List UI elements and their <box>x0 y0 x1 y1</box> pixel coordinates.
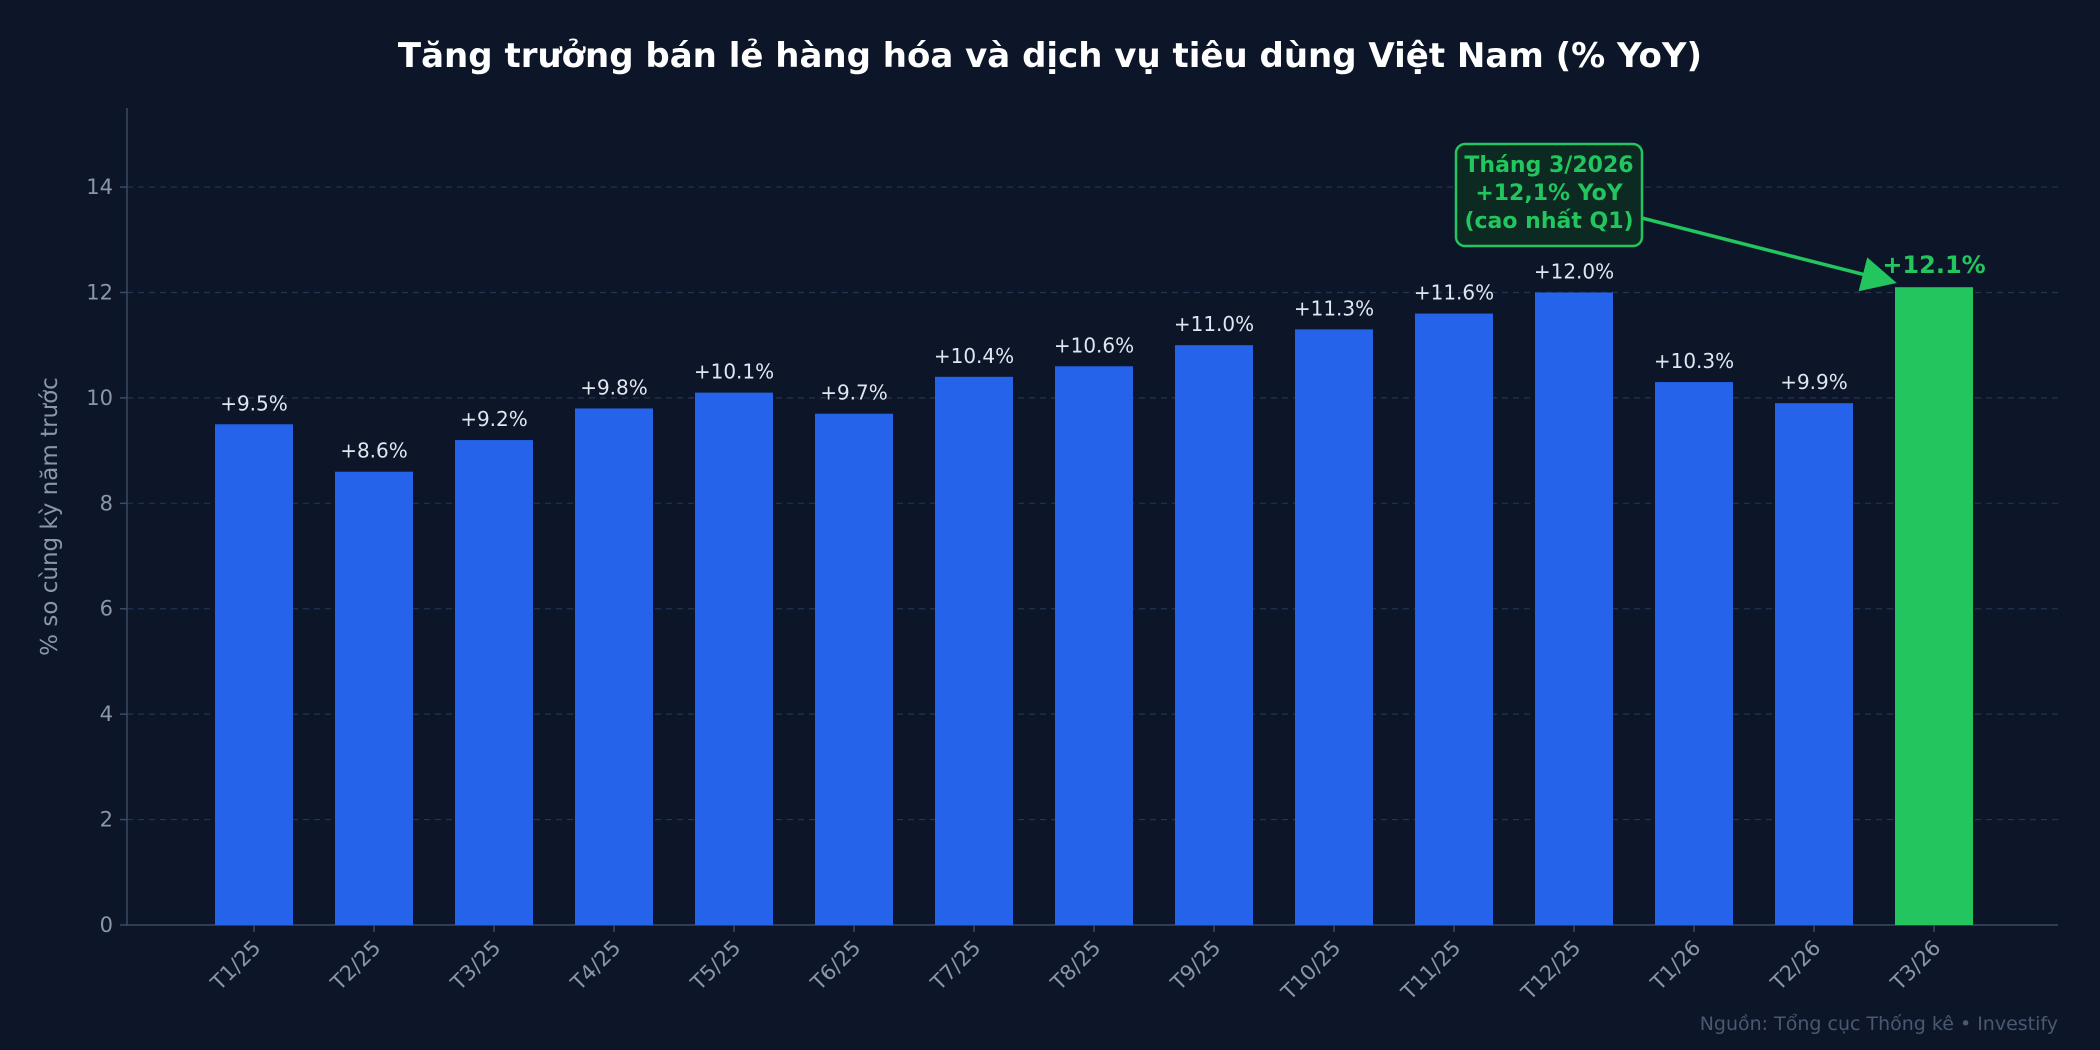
x-tick-label: T6/25 <box>805 936 865 996</box>
bar <box>935 376 1013 926</box>
bar <box>215 424 293 925</box>
bar <box>455 440 533 925</box>
bar <box>1175 345 1253 925</box>
data-label: +10.3% <box>1654 349 1734 373</box>
bar <box>335 471 413 925</box>
x-tick-label: T2/26 <box>1765 936 1825 996</box>
y-axis-title: % so cùng kỳ năm trước <box>37 377 63 656</box>
x-tick-label: T3/26 <box>1885 936 1945 996</box>
x-tick-label: T12/25 <box>1516 936 1586 1006</box>
data-label: +10.6% <box>1054 333 1134 357</box>
data-label: +9.5% <box>220 391 288 415</box>
y-tick-label: 14 <box>86 175 113 199</box>
data-label: +8.6% <box>340 439 408 463</box>
bar <box>1895 287 1973 925</box>
y-tick-label: 4 <box>100 702 113 726</box>
x-tick-label: T10/25 <box>1276 936 1346 1006</box>
y-tick-label: 0 <box>100 913 113 937</box>
bar <box>1655 382 1733 925</box>
data-label: +12.1% <box>1882 251 1985 279</box>
bar <box>1535 292 1613 925</box>
x-tick-label: T9/25 <box>1165 936 1225 996</box>
chart-title: Tăng trưởng bán lẻ hàng hóa và dịch vụ t… <box>397 36 1703 76</box>
source-note: Nguồn: Tổng cục Thống kê • Investify <box>1699 1013 2058 1035</box>
data-label: +9.8% <box>580 375 648 399</box>
data-label: +9.2% <box>460 407 528 431</box>
data-label: +10.1% <box>694 360 774 384</box>
y-tick-label: 12 <box>86 280 113 304</box>
bar <box>1415 313 1493 925</box>
annotation-text: (cao nhất Q1) <box>1464 209 1633 234</box>
data-label: +11.0% <box>1174 312 1254 336</box>
data-label: +9.7% <box>820 381 888 405</box>
y-tick-label: 10 <box>86 386 113 410</box>
annotation-text: Tháng 3/2026 <box>1464 153 1633 178</box>
y-tick-label: 6 <box>100 597 113 621</box>
data-label: +9.9% <box>1780 370 1848 394</box>
bar <box>815 413 893 925</box>
bar <box>1055 366 1133 925</box>
y-tick-label: 2 <box>100 808 113 832</box>
x-tick-label: T8/25 <box>1045 936 1105 996</box>
data-label: +11.6% <box>1414 281 1494 305</box>
annotation-text: +12,1% YoY <box>1475 181 1623 206</box>
data-label: +10.4% <box>934 344 1014 368</box>
data-label: +12.0% <box>1534 259 1614 283</box>
bar <box>1295 329 1373 926</box>
x-tick-label: T3/25 <box>445 936 505 996</box>
y-tick-label: 8 <box>100 491 113 515</box>
annotation-box <box>1454 142 1644 248</box>
x-tick-label: T11/25 <box>1396 936 1466 1006</box>
bar <box>1775 403 1853 925</box>
x-tick-label: T2/25 <box>325 936 385 996</box>
bar <box>695 392 773 925</box>
x-tick-label: T7/25 <box>925 936 985 996</box>
data-label: +11.3% <box>1294 296 1374 320</box>
bar <box>575 408 653 925</box>
x-tick-label: T1/26 <box>1645 936 1705 996</box>
x-tick-label: T4/25 <box>565 936 625 996</box>
x-tick-label: T5/25 <box>685 936 745 996</box>
annotation-arrow <box>1641 216 1897 292</box>
x-tick-label: T1/25 <box>205 936 265 996</box>
